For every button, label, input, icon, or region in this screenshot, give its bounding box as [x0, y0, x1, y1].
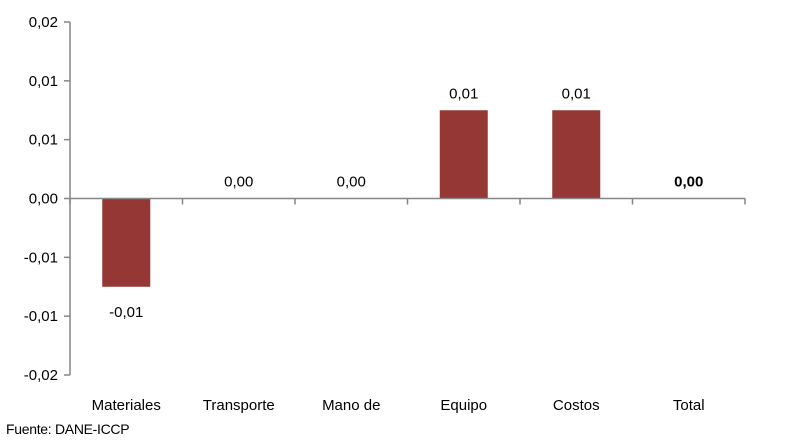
y-tick-label: 0,02	[29, 14, 58, 31]
y-tick-label: 0,00	[29, 191, 58, 208]
data-label: 0,00	[337, 174, 366, 191]
category-label-line: Mano de	[322, 397, 380, 414]
data-label: -0,01	[109, 304, 143, 321]
bar-equipo	[439, 110, 488, 199]
y-tick-label: 0,01	[29, 132, 58, 149]
y-tick-label: -0,01	[24, 308, 58, 325]
category-label-line: Total	[673, 397, 705, 414]
y-tick-label: 0,01	[29, 73, 58, 90]
data-label: 0,00	[674, 174, 703, 191]
data-label: 0,00	[224, 174, 253, 191]
bar-chart: 0,02 0,01 0,01 0,00 -0,01 -0,01 -0,02 -0,01 0,00…	[24, 14, 746, 420]
category-label: Equipo	[440, 397, 487, 414]
bar-materiales	[102, 198, 151, 287]
category-label-line: Materiales	[92, 397, 161, 414]
category-label-line: Transporte	[203, 397, 275, 414]
y-tick-label: -0,02	[24, 367, 58, 384]
category-label-line: Equipo	[440, 397, 487, 414]
category-label: Total	[673, 397, 705, 414]
y-tick-label: -0,01	[24, 249, 58, 266]
category-label: Transporte	[203, 397, 275, 414]
category-label-line: Costos	[553, 397, 600, 414]
data-label: 0,01	[562, 85, 591, 102]
source-note: Fuente: DANE-ICCP	[6, 421, 130, 437]
category-label: Materiales	[92, 397, 161, 414]
category-label: Mano deobra	[322, 397, 380, 420]
category-label: Costosindirectos	[544, 397, 608, 420]
bar-costos-indirectos	[552, 110, 601, 199]
data-label: 0,01	[449, 85, 478, 102]
